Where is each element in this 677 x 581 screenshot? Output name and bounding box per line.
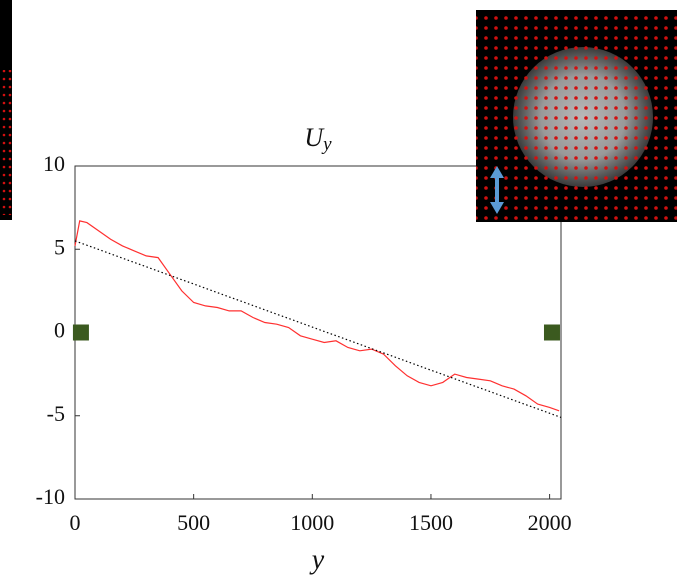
y-tick-label: 5 — [54, 234, 65, 259]
title-main: U — [304, 123, 325, 152]
left-image — [0, 0, 12, 220]
x-tick-label: 2000 — [528, 510, 572, 535]
chart-title: Uy — [304, 123, 332, 155]
y-tick-label: 0 — [54, 318, 65, 343]
x-axis-label: y — [309, 544, 325, 575]
data-line — [74, 220, 560, 412]
x-tick-label: 0 — [70, 510, 81, 535]
fit-line — [74, 240, 562, 418]
inset-image — [476, 10, 677, 222]
plot-area: 0 500 1000 1500 2000 -10 -5 0 5 10 — [36, 151, 572, 535]
x-tick-label: 500 — [177, 510, 210, 535]
y-tick-label: 10 — [43, 151, 65, 176]
x-tick-label: 1500 — [409, 510, 453, 535]
title-subscript: y — [321, 134, 332, 155]
y-tick-label: -10 — [36, 484, 65, 509]
marker — [72, 324, 89, 341]
x-tick-label: 1000 — [290, 510, 334, 535]
marker — [543, 324, 560, 341]
y-tick-label: -5 — [47, 401, 65, 426]
